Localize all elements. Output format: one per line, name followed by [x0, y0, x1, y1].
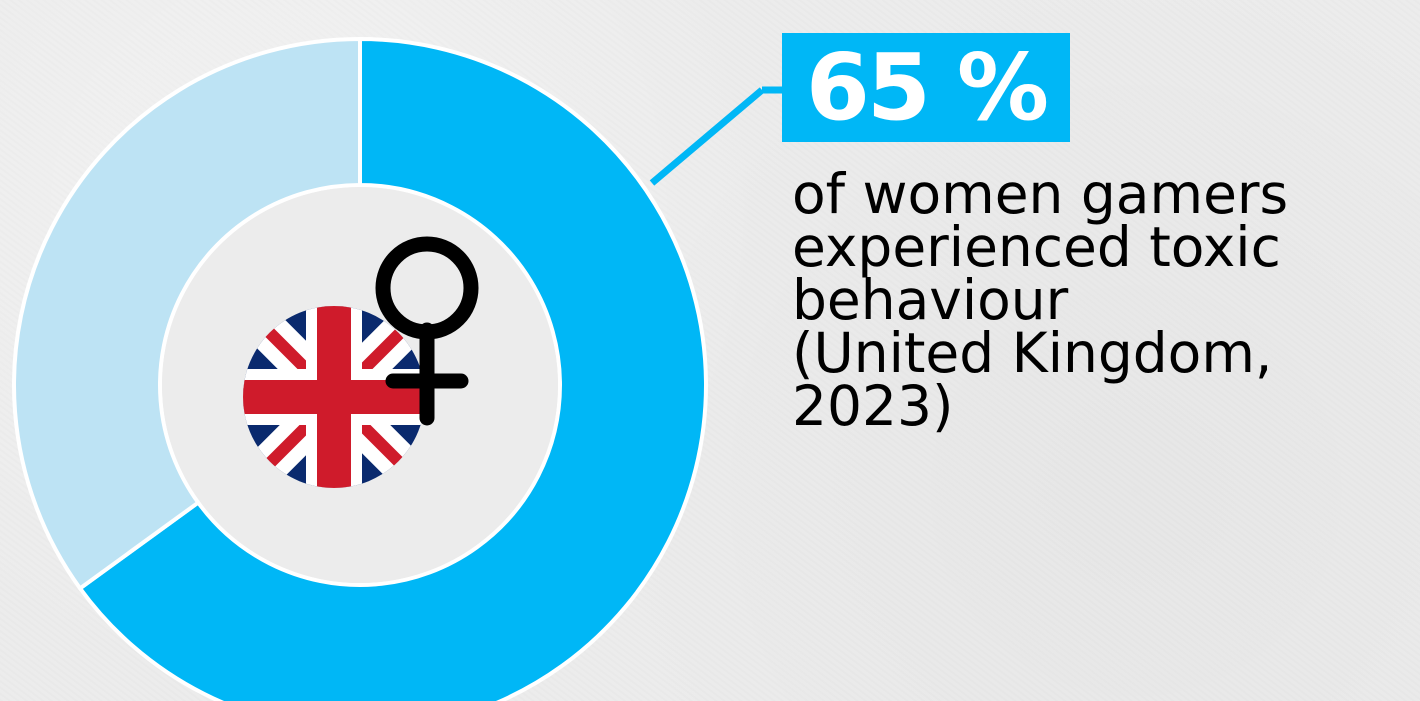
- callout-line-4: (United Kingdom,: [792, 321, 1273, 385]
- donut-slice-2: [12, 36, 362, 592]
- callout-line-2: experienced toxic: [792, 215, 1281, 279]
- callout-line-5: 2023): [792, 374, 954, 438]
- callout-line-1: of women gamers: [792, 162, 1289, 226]
- callout-line-3: behaviour: [792, 268, 1069, 332]
- callout-description: of women gamers experienced toxic behavi…: [792, 162, 1417, 438]
- female-symbol-icon: [375, 236, 479, 426]
- donut-slice-1: [77, 36, 708, 701]
- callout-badge: 65 %: [782, 33, 1070, 142]
- callout-value: 65 %: [805, 33, 1049, 141]
- callout-leader-line: [649, 87, 765, 186]
